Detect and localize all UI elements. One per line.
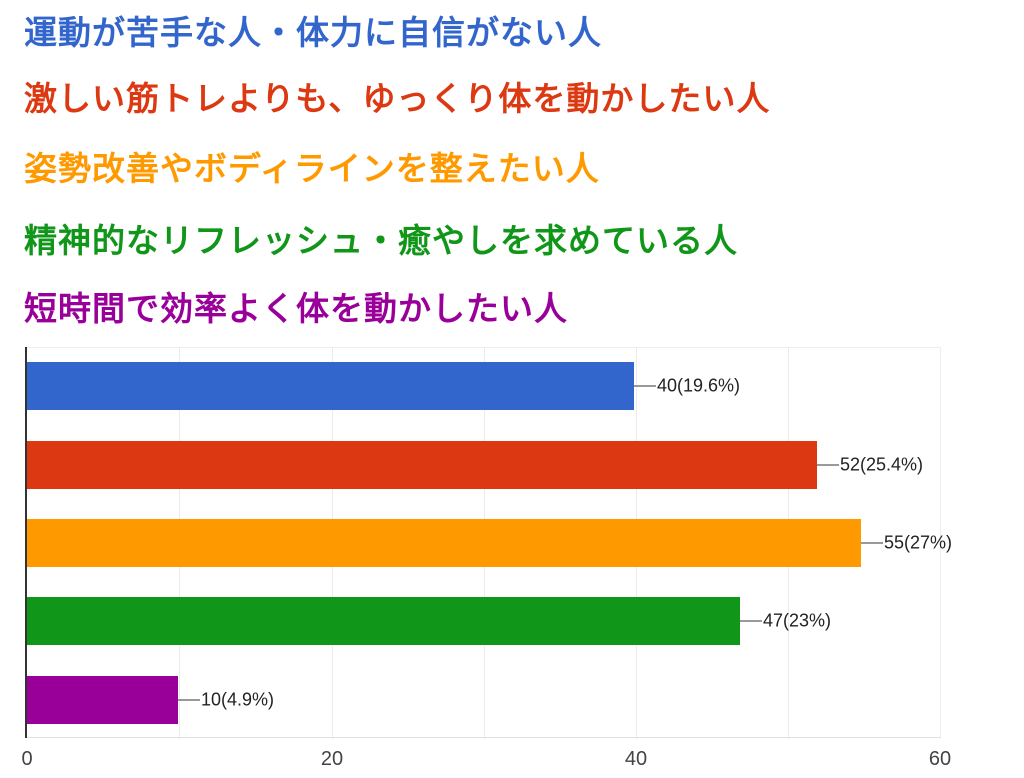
- x-tick-20: 20: [320, 748, 344, 770]
- legend-item-5: 短時間で効率よく体を動かしたい人: [24, 289, 568, 328]
- label-leader: [817, 464, 839, 466]
- bar-5-label: 10(4.9%): [201, 689, 275, 710]
- bar-5: [27, 676, 178, 724]
- bar-2-label: 52(25.4%): [840, 454, 924, 475]
- legend-item-4: 精神的なリフレッシュ・癒やしを求めている人: [24, 221, 738, 260]
- plot-area: 40(19.6%) 52(25.4%) 55(27%) 47(23%) 10(4…: [27, 347, 952, 739]
- label-leader: [634, 385, 656, 387]
- label-leader: [740, 620, 762, 622]
- x-tick-60: 60: [928, 748, 952, 770]
- label-leader: [178, 699, 200, 701]
- legend-item-2: 激しい筋トレよりも、ゆっくり体を動かしたい人: [24, 79, 771, 118]
- bar-1: [27, 362, 634, 410]
- bar-4: [27, 597, 740, 645]
- bar-3-label: 55(27%): [884, 532, 953, 553]
- bar-2: [27, 441, 817, 489]
- bar-3: [27, 519, 861, 567]
- y-axis-line: [25, 347, 27, 738]
- x-axis-line: [27, 737, 940, 738]
- bar-1-label: 40(19.6%): [657, 375, 741, 396]
- x-tick-0: 0: [21, 748, 33, 770]
- bar-4-label: 47(23%): [763, 610, 832, 631]
- x-tick-40: 40: [624, 748, 648, 770]
- legend-item-3: 姿勢改善やボディラインを整えたい人: [24, 149, 600, 188]
- legend-item-1: 運動が苦手な人・体力に自信がない人: [24, 13, 602, 52]
- label-leader: [861, 542, 883, 544]
